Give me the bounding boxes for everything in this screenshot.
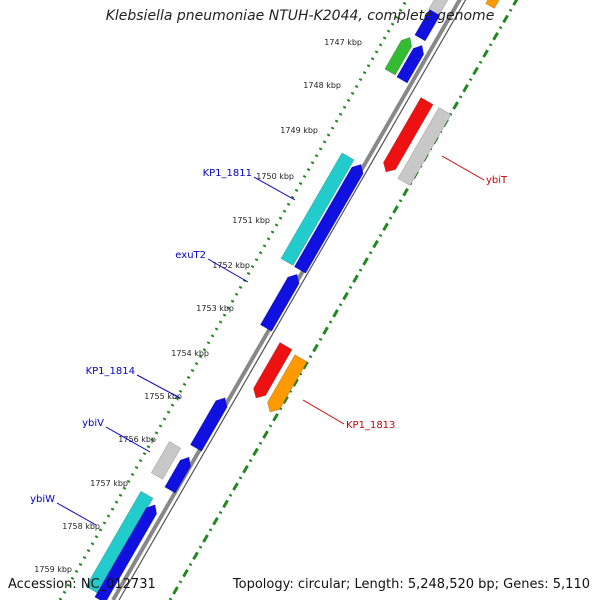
kbp-tick-label: 1755 kbp xyxy=(144,392,182,401)
gene-label-leader xyxy=(253,176,296,201)
kbp-tick-label: 1748 kbp xyxy=(303,81,341,90)
gene-gray-ybiT xyxy=(397,107,452,186)
gene-red-ybiT xyxy=(383,97,434,173)
kbp-tick-label: 1752 kbp xyxy=(212,261,250,270)
gene-blue-ybiW xyxy=(94,504,158,600)
map-title: Klebsiella pneumoniae NTUH-K2044, comple… xyxy=(105,8,495,24)
kbp-tick-label: 1751 kbp xyxy=(232,216,270,225)
gene-label-leader xyxy=(105,426,151,453)
gene-label: KP1_1814 xyxy=(86,366,135,377)
gene-label: exuT2 xyxy=(175,250,206,261)
gene-label-leader xyxy=(441,155,485,181)
gene-labels: KP1_1811 exuT2 KP1_1814 ybiV ybiW ybiT KP1_181… xyxy=(30,155,508,526)
inner-dotted-track xyxy=(168,0,519,600)
kbp-tick-label: 1758 kbp xyxy=(62,522,100,531)
gene-cyan-KP1_1811 xyxy=(280,152,355,266)
kbp-tick-label: 1756 kbp xyxy=(118,435,156,444)
gene-orange-top xyxy=(485,0,500,9)
gene-gray-ybiV xyxy=(150,441,182,480)
gene-green xyxy=(384,36,413,76)
accession-text: Accession: NC_012731 xyxy=(8,577,156,592)
genome-backbone-edge xyxy=(118,0,467,600)
outer-dotted-track xyxy=(58,0,409,600)
gene-orange-KP1_1813 xyxy=(267,354,308,413)
kbp-tick-label: 1750 kbp xyxy=(256,172,294,181)
gene-label-leader xyxy=(136,374,181,399)
kbp-tick-label: 1749 kbp xyxy=(280,126,318,135)
gene-blue-exuT2 xyxy=(259,273,300,332)
kbp-ticks: 1747 kbp 1748 kbp 1749 kbp 1750 kbp 1751 kbp… xyxy=(34,38,362,574)
kbp-tick-label: 1753 kbp xyxy=(196,304,234,313)
gene-label-leader xyxy=(207,258,249,283)
gene-label-leader xyxy=(302,399,345,425)
gene-label: ybiW xyxy=(30,494,55,505)
genome-summary-text: Topology: circular; Length: 5,248,520 bp… xyxy=(232,577,590,592)
map-features xyxy=(85,0,500,600)
gene-label-leader xyxy=(56,502,97,526)
gene-blue-KP1_1811 xyxy=(293,163,364,274)
kbp-tick-label: 1754 kbp xyxy=(171,349,209,358)
gene-blue-top xyxy=(396,44,425,84)
gene-red-KP1_1813 xyxy=(253,342,293,399)
kbp-tick-label: 1759 kbp xyxy=(34,565,72,574)
gene-blue-KP1_1814 xyxy=(189,397,228,452)
gene-blue-ybiV xyxy=(164,456,192,494)
kbp-tick-label: 1757 kbp xyxy=(90,479,128,488)
gene-label: KP1_1811 xyxy=(203,168,252,179)
gene-cyan-ybiW xyxy=(85,490,154,594)
gene-label: ybiT xyxy=(486,175,508,186)
gene-gray-top xyxy=(428,0,449,16)
gene-label: ybiV xyxy=(82,418,104,429)
kbp-tick-label: 1747 kbp xyxy=(324,38,362,47)
gene-label: KP1_1813 xyxy=(346,420,395,431)
